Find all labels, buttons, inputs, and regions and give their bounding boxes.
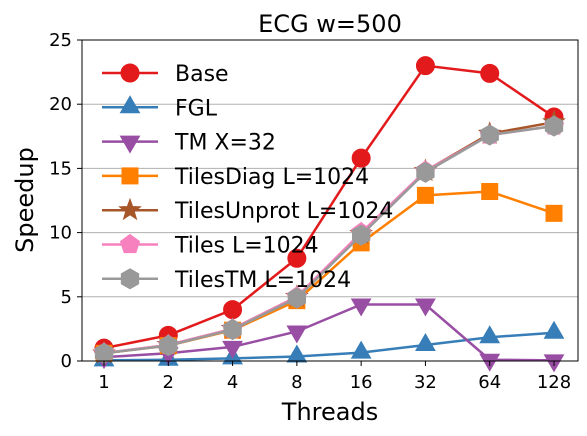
- data-point: [480, 124, 499, 146]
- series-line: [103, 331, 555, 362]
- legend-entry: TilesDiag L=1024: [102, 165, 369, 190]
- y-tick-label: 20: [49, 94, 72, 115]
- data-point: [415, 332, 436, 351]
- data-point: [159, 335, 178, 357]
- legend-entry: Tiles L=1024: [102, 234, 319, 259]
- legend-entry: TM X=32: [102, 131, 276, 156]
- y-tick-label: 10: [49, 223, 72, 244]
- data-point: [223, 300, 243, 320]
- legend-marker: [120, 268, 140, 290]
- data-point: [350, 340, 372, 359]
- data-point: [415, 298, 436, 317]
- series-tilestm-l-1024: [94, 115, 564, 364]
- data-point: [350, 298, 372, 317]
- data-point: [545, 204, 563, 222]
- x-tick-label: 64: [478, 372, 501, 393]
- y-tick-label: 15: [49, 158, 72, 179]
- chart-title: ECG w=500: [258, 10, 402, 38]
- plot-frame: [81, 39, 579, 362]
- legend-entry: Base: [102, 62, 229, 87]
- data-point: [544, 115, 564, 137]
- legend-label: FGL: [175, 96, 218, 121]
- legend: Base FGL TM X=32 TilesDiag L=1024 TilesUnpro…: [102, 62, 393, 293]
- x-tick-label: 4: [227, 372, 238, 393]
- series-line: [103, 124, 555, 355]
- legend-label: TilesUnprot L=1024: [174, 199, 393, 224]
- y-tick-label: 5: [61, 287, 72, 308]
- data-point: [287, 287, 307, 309]
- y-axis-label: Speedup: [11, 147, 39, 253]
- data-point: [351, 148, 371, 168]
- series-tiles-l-1024: [93, 115, 565, 362]
- legend-marker: [119, 135, 141, 154]
- legend-marker: [119, 95, 141, 114]
- legend-label: Tiles L=1024: [174, 234, 319, 259]
- data-point: [481, 183, 499, 201]
- data-point: [222, 340, 243, 359]
- data-point: [415, 56, 435, 76]
- data-point: [223, 318, 242, 341]
- legend-label: Base: [175, 62, 229, 87]
- x-tick-label: 128: [537, 372, 571, 393]
- legend-entry: TilesUnprot L=1024: [102, 197, 393, 224]
- series-line: [103, 64, 555, 350]
- y-tick-label: 0: [61, 351, 72, 372]
- data-point: [286, 344, 308, 363]
- series-tilesunprot-l-1024: [92, 109, 566, 364]
- legend-entry: TilesTM L=1024: [102, 268, 351, 293]
- data-point: [480, 63, 500, 83]
- legend-label: TilesTM L=1024: [174, 268, 351, 293]
- data-point: [94, 342, 114, 364]
- y-tick-label: 25: [49, 30, 72, 51]
- legend-label: TM X=32: [174, 131, 276, 156]
- data-point: [416, 186, 434, 204]
- axis-ticks: 0 5 10 15 20 25 1 2 4 8 16 32 64 128: [49, 30, 571, 393]
- legend-entry: FGL: [102, 95, 218, 121]
- series-lines: [92, 56, 566, 373]
- data-point: [286, 325, 308, 344]
- data-point: [287, 248, 307, 268]
- legend-marker: [118, 197, 142, 221]
- data-point: [543, 320, 565, 339]
- series-line: [103, 303, 555, 362]
- x-tick-label: 2: [163, 372, 174, 393]
- legend-marker: [121, 167, 139, 185]
- data-point: [351, 224, 371, 246]
- x-tick-label: 8: [291, 372, 302, 393]
- data-point: [479, 325, 501, 344]
- legend-marker: [119, 233, 141, 254]
- x-axis-label: Threads: [281, 398, 378, 426]
- x-tick-label: 1: [98, 372, 109, 393]
- x-tick-label: 32: [414, 372, 437, 393]
- legend-label: TilesDiag L=1024: [174, 165, 369, 190]
- x-tick-label: 16: [350, 372, 373, 393]
- legend-marker: [120, 63, 140, 83]
- data-point: [416, 161, 435, 183]
